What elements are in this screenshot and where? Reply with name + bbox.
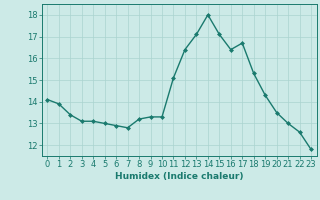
X-axis label: Humidex (Indice chaleur): Humidex (Indice chaleur) (115, 172, 244, 181)
